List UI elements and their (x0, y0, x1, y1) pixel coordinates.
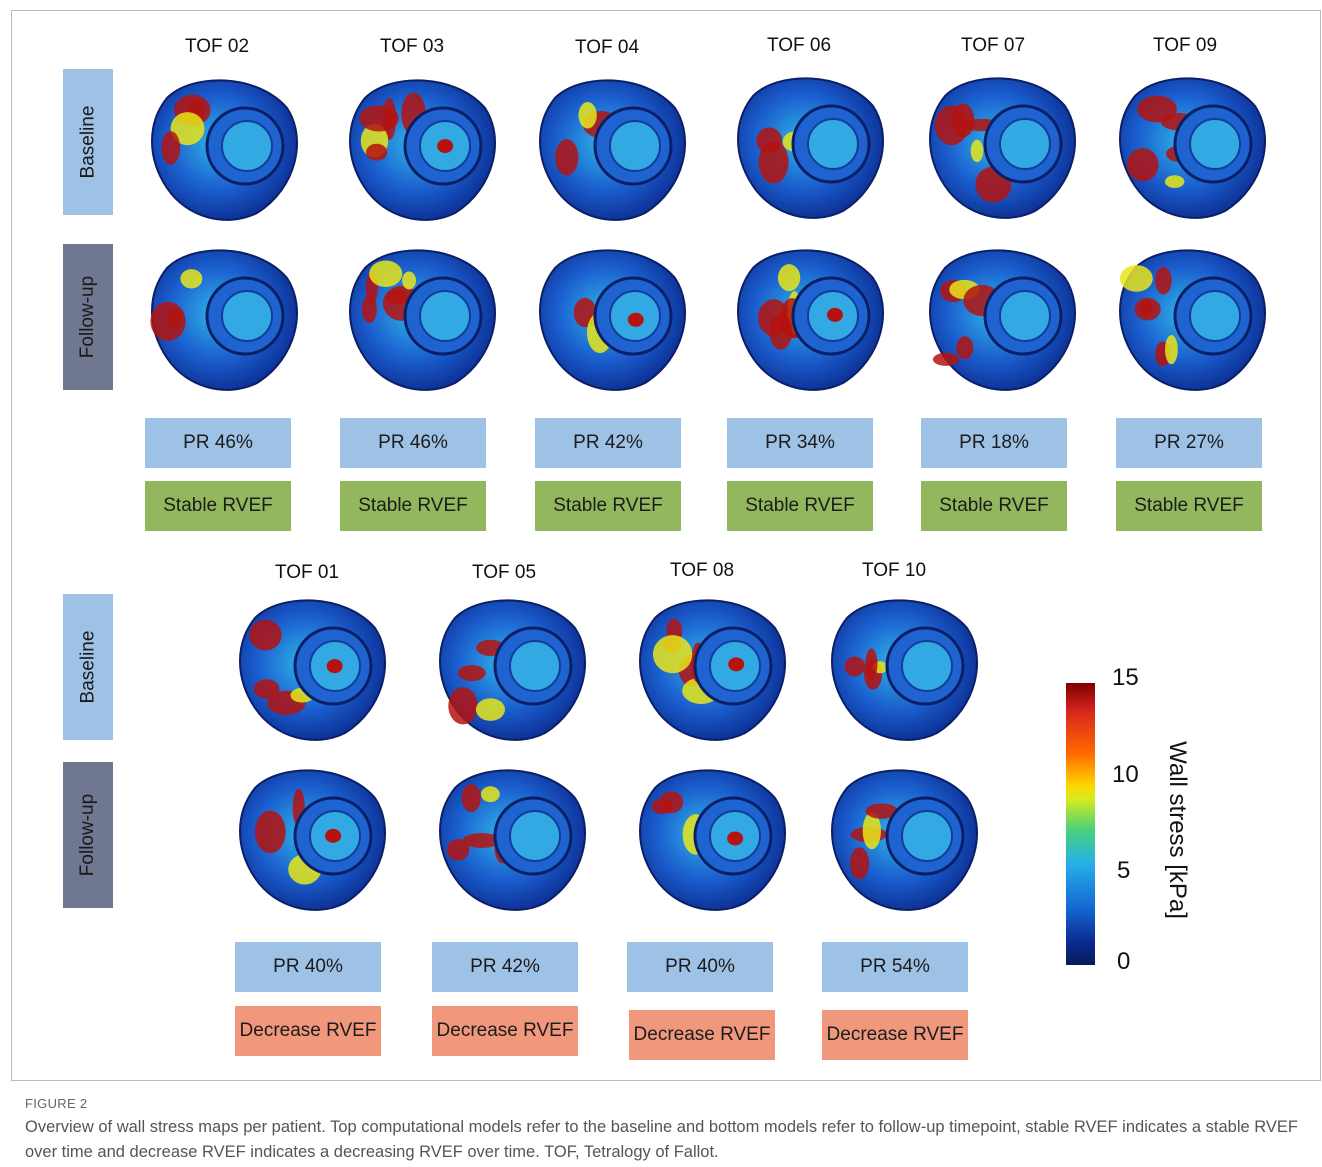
patient-id: TOF 06 (766, 35, 832, 56)
colorbar-tick: 5 (1117, 857, 1131, 884)
rvef-status: Stable RVEF (1116, 481, 1262, 531)
heart-model-image (831, 769, 978, 911)
pr-value: PR 46% (145, 418, 291, 468)
colorbar-tick: 10 (1112, 761, 1139, 788)
rvef-status: Stable RVEF (340, 481, 486, 531)
patient-id: TOF 08 (669, 560, 735, 581)
heart-model-image (639, 599, 786, 741)
colorbar-label: Wall stress [kPa] (1164, 741, 1191, 919)
rvef-status: Stable RVEF (921, 481, 1067, 531)
heart-model-image (239, 769, 386, 911)
heart-model-image (831, 599, 978, 741)
patient-id: TOF 03 (379, 36, 445, 57)
patient-id: TOF 09 (1152, 35, 1218, 56)
rvef-status: Stable RVEF (535, 481, 681, 531)
figure-number: FIGURE 2 (25, 1096, 88, 1111)
colorbar-tick: 0 (1117, 948, 1131, 975)
patient-id: TOF 05 (471, 562, 537, 583)
heart-model-image (539, 79, 686, 221)
heart-model-image (539, 249, 686, 391)
row-label-followup: Follow-up (63, 762, 113, 908)
pr-value: PR 34% (727, 418, 873, 468)
heart-model-image (349, 249, 496, 391)
heart-model-image (1119, 249, 1266, 391)
pr-value: PR 18% (921, 418, 1067, 468)
patient-id: TOF 01 (274, 562, 340, 583)
pr-value: PR 40% (235, 942, 381, 992)
heart-model-image (349, 79, 496, 221)
heart-model-image (439, 599, 586, 741)
pr-value: PR 46% (340, 418, 486, 468)
rvef-status: Stable RVEF (145, 481, 291, 531)
pr-value: PR 27% (1116, 418, 1262, 468)
pr-value: PR 54% (822, 942, 968, 992)
heart-model-image (150, 249, 298, 391)
heart-model-image (929, 249, 1076, 391)
heart-model-image (737, 249, 884, 391)
patient-id: TOF 10 (861, 560, 927, 581)
heart-model-image (929, 77, 1076, 219)
heart-model-image (1119, 77, 1266, 219)
heart-model-image (639, 769, 786, 911)
patient-id: TOF 04 (574, 37, 640, 58)
pr-value: PR 40% (627, 942, 773, 992)
pr-value: PR 42% (432, 942, 578, 992)
figure-frame (11, 10, 1321, 1081)
patient-id: TOF 07 (960, 35, 1026, 56)
rvef-status: Stable RVEF (727, 481, 873, 531)
colorbar (1066, 683, 1095, 965)
row-label-baseline: Baseline (63, 594, 113, 740)
rvef-status: Decrease RVEF (235, 1006, 381, 1056)
row-label-baseline: Baseline (63, 69, 113, 215)
rvef-status: Decrease RVEF (629, 1010, 775, 1060)
heart-model-image (737, 77, 884, 219)
heart-model-image (439, 769, 586, 911)
figure-caption: Overview of wall stress maps per patient… (25, 1118, 1298, 1161)
pr-value: PR 42% (535, 418, 681, 468)
colorbar-tick: 15 (1112, 664, 1139, 691)
rvef-status: Decrease RVEF (822, 1010, 968, 1060)
rvef-status: Decrease RVEF (432, 1006, 578, 1056)
row-label-followup: Follow-up (63, 244, 113, 390)
heart-model-image (239, 599, 386, 741)
heart-model-image (151, 79, 298, 221)
patient-id: TOF 02 (184, 36, 250, 57)
